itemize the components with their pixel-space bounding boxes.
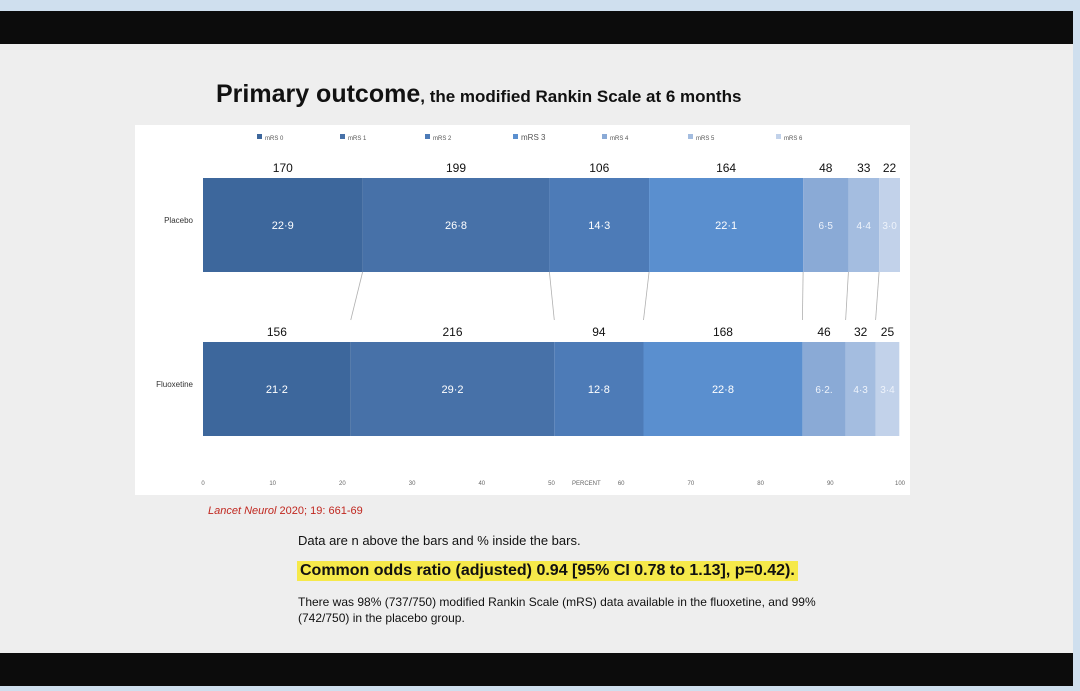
n-label: 106 [589, 161, 609, 175]
legend-label: mRS 5 [696, 136, 715, 142]
n-label: 33 [857, 161, 871, 175]
category-label: Placebo [164, 216, 193, 225]
x-tick-label: 40 [478, 481, 485, 487]
n-label: 25 [881, 325, 895, 339]
bar-segment [203, 342, 351, 436]
x-tick-label: 90 [827, 481, 834, 487]
connector-line [643, 271, 650, 321]
legend-swatch [340, 134, 345, 139]
title-sub: , the modified Rankin Scale at 6 months [420, 87, 742, 106]
percent-label: 4·4 [857, 221, 872, 232]
percent-label: 6·2. [815, 385, 832, 396]
x-tick-label: 100 [895, 481, 906, 487]
x-tick-label: 80 [757, 481, 764, 487]
category-label: Fluoxetine [156, 380, 193, 389]
top-letterbox [0, 11, 1073, 44]
reference-journal: Lancet Neurol [208, 505, 277, 517]
connector-line [875, 271, 880, 321]
percent-label: 3·4 [880, 385, 895, 396]
bar-segment [848, 178, 880, 272]
x-tick-label: 50 [548, 481, 555, 487]
n-label: 168 [713, 325, 733, 339]
chart-area: mRS 0 mRS 1 mRS 2 mRS 3 mRS 4 mRS 5 mRS 6 22·9 1… [135, 125, 910, 495]
n-label: 32 [854, 325, 868, 339]
x-tick-label: 70 [688, 481, 695, 487]
percent-label: 4·3 [853, 385, 868, 396]
percent-label: 3·0 [882, 221, 897, 232]
percent-label: 21·2 [266, 384, 288, 396]
n-label: 199 [446, 161, 466, 175]
legend-label: mRS 0 [265, 136, 284, 142]
bar-segment [879, 178, 900, 272]
legend-swatch [688, 134, 693, 139]
n-label: 22 [883, 161, 897, 175]
bar-segment [554, 342, 644, 436]
bar-segment [549, 178, 650, 272]
legend-swatch [513, 134, 518, 139]
availability-note: There was 98% (737/750) modified Rankin … [298, 595, 816, 625]
n-label: 48 [819, 161, 833, 175]
legend-swatch [776, 134, 781, 139]
title-main: Primary outcome [216, 80, 421, 108]
x-tick-label: 20 [339, 481, 346, 487]
legend-label: mRS 4 [610, 136, 629, 142]
percent-label: 12·8 [588, 384, 610, 396]
bar-segment [845, 342, 876, 436]
percent-label: 22·1 [715, 220, 737, 232]
percent-label: 14·3 [588, 220, 610, 232]
data-note: Data are n above the bars and % inside t… [298, 533, 581, 548]
n-label: 170 [273, 161, 293, 175]
bar-segment [649, 178, 804, 272]
percent-label: 26·8 [445, 220, 467, 232]
odds-ratio-note: Common odds ratio (adjusted) 0.94 [95% C… [297, 561, 798, 581]
bar-segment [802, 342, 846, 436]
n-label: 216 [443, 325, 463, 339]
percent-label: 22·9 [272, 220, 294, 232]
legend-label: mRS 3 [521, 133, 546, 142]
connector-line [350, 271, 364, 321]
x-tick-label: 0 [201, 481, 205, 487]
bar-segment [362, 178, 550, 272]
connector-line [549, 271, 555, 321]
percent-label: 29·2 [442, 384, 464, 396]
legend-swatch [602, 134, 607, 139]
legend-swatch [257, 134, 262, 139]
x-tick-label: 60 [618, 481, 625, 487]
n-label: 94 [592, 325, 606, 339]
x-axis-label: PERCENT [572, 481, 601, 487]
bar-segment [875, 342, 900, 436]
legend-label: mRS 1 [348, 136, 367, 142]
n-label: 164 [716, 161, 736, 175]
legend-swatch [425, 134, 430, 139]
bar-segment [803, 178, 849, 272]
connector-line [802, 271, 804, 321]
bottom-letterbox [0, 653, 1073, 686]
n-label: 46 [817, 325, 831, 339]
bar-segment [203, 178, 363, 272]
x-tick-label: 10 [269, 481, 276, 487]
reference: Lancet Neurol 2020; 19: 661-69 [208, 505, 363, 517]
stacked-bar-chart: mRS 0 mRS 1 mRS 2 mRS 3 mRS 4 mRS 5 mRS 6 22·9 1… [156, 133, 906, 487]
n-label: 156 [267, 325, 287, 339]
reference-detail: 2020; 19: 661-69 [276, 505, 363, 517]
percent-label: 6·5 [819, 221, 834, 232]
connector-line [845, 271, 849, 321]
bar-segment [643, 342, 803, 436]
slide-title: Primary outcome, the modified Rankin Sca… [216, 80, 741, 109]
legend-label: mRS 6 [784, 136, 803, 142]
x-tick-label: 30 [409, 481, 416, 487]
legend-label: mRS 2 [433, 136, 452, 142]
bar-segment [350, 342, 555, 436]
percent-label: 22·8 [712, 384, 734, 396]
